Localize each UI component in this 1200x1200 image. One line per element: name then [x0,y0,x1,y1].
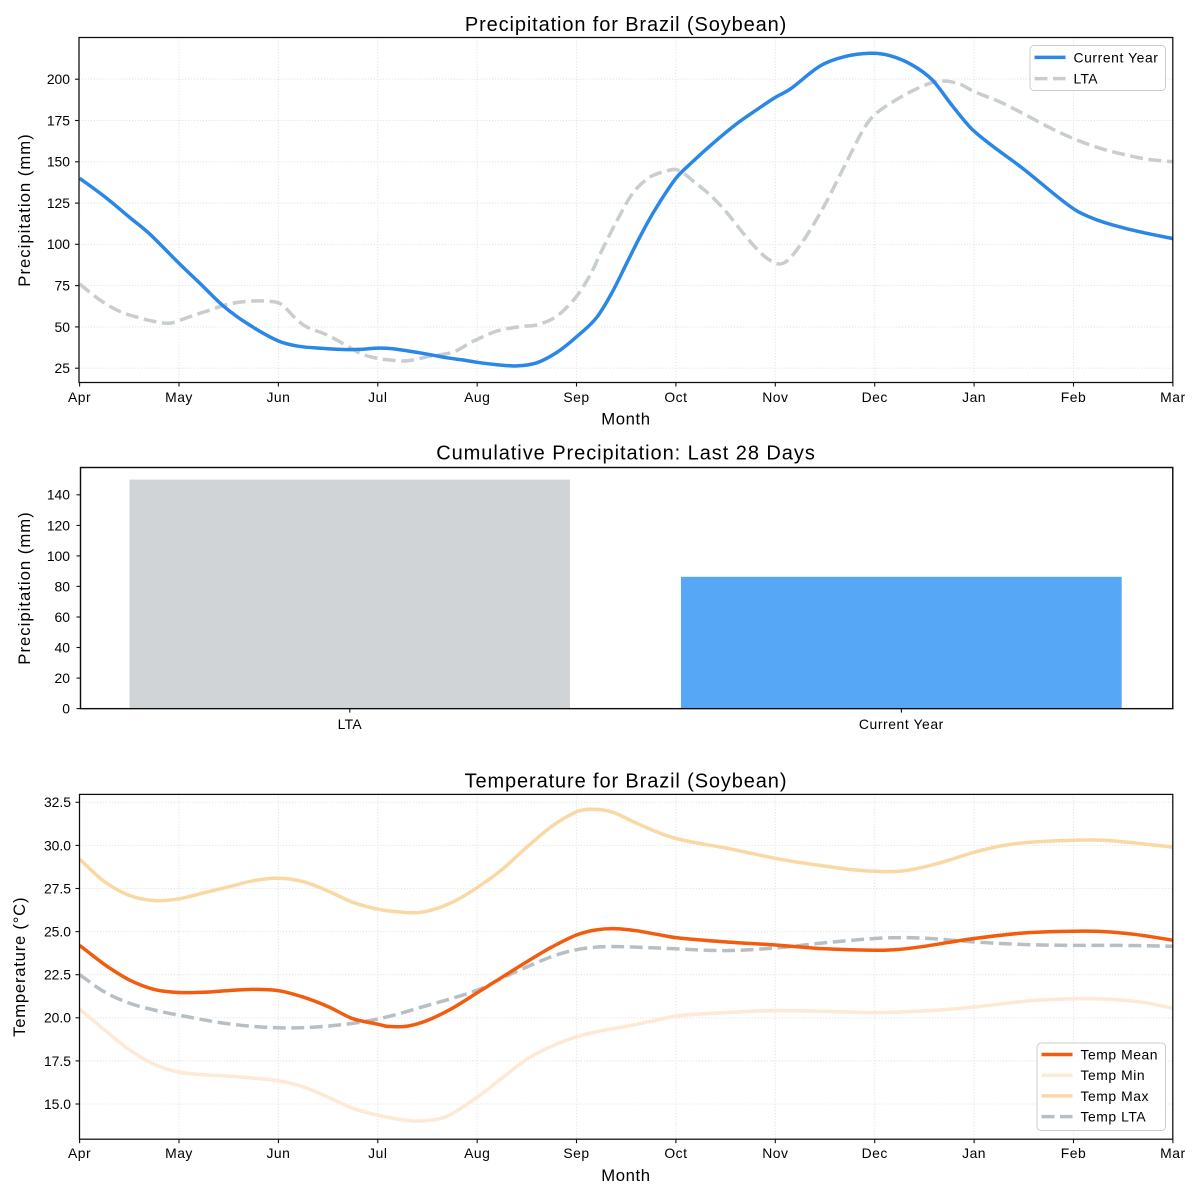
svg-text:25: 25 [55,360,71,376]
svg-text:LTA: LTA [1074,71,1099,87]
svg-text:Feb: Feb [1061,1145,1086,1161]
svg-text:Temp Max: Temp Max [1081,1088,1149,1104]
svg-text:Precipitation (mm): Precipitation (mm) [15,511,34,664]
svg-text:May: May [165,389,193,405]
svg-text:Temperature for Brazil (Soybea: Temperature for Brazil (Soybean) [465,771,788,793]
svg-text:Temperature (°C): Temperature (°C) [10,897,29,1037]
svg-text:Precipitation (mm): Precipitation (mm) [15,133,34,286]
svg-text:15.0: 15.0 [44,1096,71,1112]
svg-text:27.5: 27.5 [44,880,71,896]
svg-text:Mar: Mar [1160,389,1185,405]
svg-text:125: 125 [47,195,70,211]
svg-text:Aug: Aug [464,389,490,405]
svg-text:30.0: 30.0 [44,837,71,853]
svg-text:Feb: Feb [1061,389,1086,405]
svg-text:Oct: Oct [664,1145,687,1161]
svg-text:Month: Month [601,1166,650,1185]
svg-text:120: 120 [47,517,70,533]
svg-text:Dec: Dec [862,389,888,405]
svg-text:150: 150 [47,154,70,170]
svg-text:22.5: 22.5 [44,967,71,983]
svg-text:20: 20 [55,670,71,686]
svg-text:Temp LTA: Temp LTA [1081,1109,1147,1125]
svg-text:Apr: Apr [68,1145,91,1161]
svg-text:175: 175 [47,112,70,128]
svg-text:40: 40 [55,639,71,655]
svg-text:Jan: Jan [962,389,986,405]
svg-text:Month: Month [601,410,650,429]
svg-text:25.0: 25.0 [44,924,71,940]
svg-text:Jul: Jul [368,1145,387,1161]
svg-text:Jul: Jul [368,389,387,405]
svg-text:Current Year: Current Year [859,716,944,732]
svg-text:60: 60 [55,609,71,625]
svg-text:LTA: LTA [338,716,363,732]
svg-text:50: 50 [55,319,71,335]
svg-text:Oct: Oct [664,389,687,405]
svg-text:Nov: Nov [762,389,788,405]
svg-text:100: 100 [47,236,70,252]
svg-text:Nov: Nov [762,1145,788,1161]
svg-text:Jun: Jun [266,1145,290,1161]
svg-text:Jan: Jan [962,1145,986,1161]
svg-text:17.5: 17.5 [44,1053,71,1069]
svg-text:80: 80 [55,578,71,594]
svg-text:0: 0 [62,701,70,717]
svg-text:Sep: Sep [563,389,589,405]
svg-text:May: May [165,1145,193,1161]
svg-text:32.5: 32.5 [44,794,71,810]
svg-text:20.0: 20.0 [44,1010,71,1026]
svg-text:200: 200 [47,71,70,87]
svg-text:Jun: Jun [266,389,290,405]
svg-text:Precipitation for Brazil (Soyb: Precipitation for Brazil (Soybean) [465,14,787,36]
svg-text:Current Year: Current Year [1074,49,1159,65]
svg-text:75: 75 [55,278,71,294]
svg-text:Aug: Aug [464,1145,490,1161]
svg-text:Apr: Apr [68,389,91,405]
svg-text:140: 140 [47,487,70,503]
svg-text:Sep: Sep [563,1145,589,1161]
svg-text:Temp Mean: Temp Mean [1081,1046,1159,1062]
svg-text:Cumulative Precipitation: Last: Cumulative Precipitation: Last 28 Days [436,443,816,465]
svg-text:Dec: Dec [862,1145,888,1161]
svg-text:100: 100 [47,548,70,564]
svg-text:Mar: Mar [1160,1145,1185,1161]
svg-text:Temp Min: Temp Min [1081,1067,1146,1083]
